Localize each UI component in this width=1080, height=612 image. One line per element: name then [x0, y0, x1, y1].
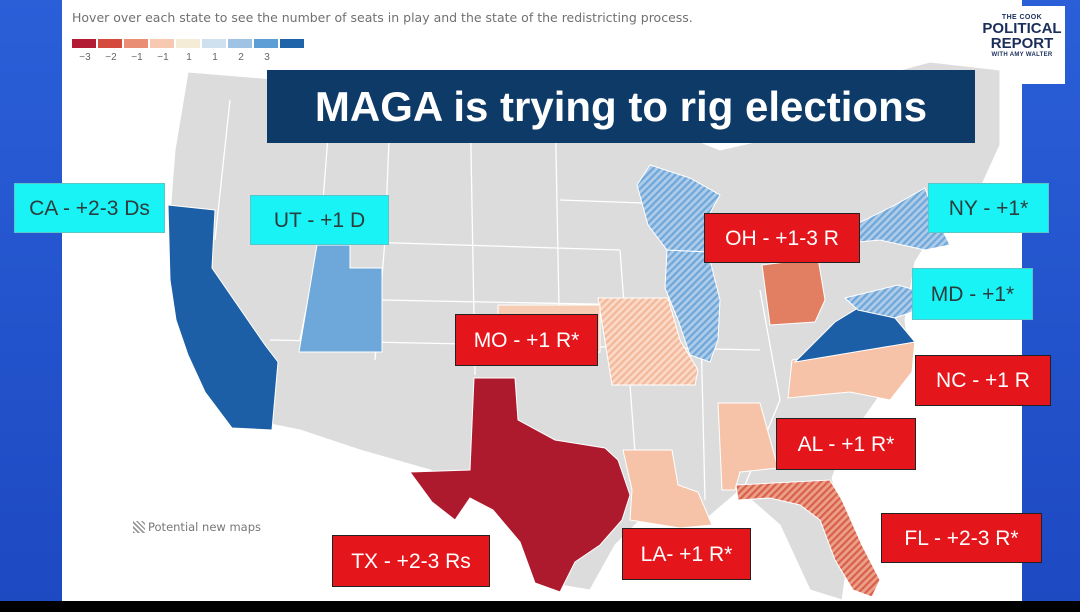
state-california — [167, 204, 279, 431]
logo-line: REPORT — [990, 35, 1054, 52]
state-louisiana — [622, 449, 713, 529]
legend-tick: 2 — [238, 52, 244, 63]
hover-instruction: Hover over each state to see the number … — [72, 10, 693, 25]
legend-swatch — [280, 39, 304, 48]
legend-swatch — [254, 39, 278, 48]
legend-tick: −2 — [105, 52, 117, 63]
potential-maps-legend: Potential new maps — [133, 520, 261, 534]
label-california: CA - +2-3 Ds — [14, 183, 165, 233]
legend-tick: 3 — [264, 52, 270, 63]
legend-tick: −3 — [79, 52, 91, 63]
logo-line: THE COOK — [1001, 14, 1043, 21]
slide-title: MAGA is trying to rig elections — [267, 70, 975, 143]
state-missouri — [597, 297, 699, 386]
state-utah — [298, 244, 383, 353]
legend-swatch — [72, 39, 96, 48]
slide-left-border — [0, 0, 62, 612]
state-ohio — [761, 257, 826, 326]
state-illinois — [664, 249, 721, 363]
state-alabama — [717, 402, 779, 491]
bottom-bar — [0, 601, 1080, 612]
label-alabama: AL - +1 R* — [776, 418, 916, 470]
label-missouri: MO - +1 R* — [455, 314, 598, 366]
label-north-carolina: NC - +1 R — [915, 355, 1051, 406]
legend-tick-labels: −3 −2 −1 −1 1 1 2 3 — [72, 52, 280, 63]
label-florida: FL - +2-3 R* — [881, 513, 1042, 563]
state-north-carolina — [787, 339, 916, 401]
hatch-pattern-icon — [133, 521, 145, 533]
logo-line: POLITICAL — [982, 20, 1062, 37]
state-new-york — [854, 187, 951, 251]
legend-tick: 1 — [186, 52, 192, 63]
legend-swatch — [176, 39, 200, 48]
legend-tick: −1 — [157, 52, 169, 63]
label-maryland: MD - +1* — [912, 268, 1033, 320]
legend-swatch — [124, 39, 148, 48]
legend-tick: 1 — [212, 52, 218, 63]
logo-line: WITH AMY WALTER — [991, 52, 1053, 58]
potential-maps-label: Potential new maps — [148, 520, 262, 534]
label-louisiana: LA- +1 R* — [622, 528, 751, 580]
legend-swatch — [150, 39, 174, 48]
state-texas — [409, 377, 631, 593]
legend-swatch — [98, 39, 122, 48]
label-utah: UT - +1 D — [250, 195, 389, 245]
legend-swatch — [202, 39, 226, 48]
cook-political-report-logo: THE COOK POLITICAL REPORT WITH AMY WALTE… — [979, 6, 1065, 84]
label-ohio: OH - +1-3 R — [704, 213, 860, 263]
state-florida — [735, 479, 881, 598]
legend-swatch — [228, 39, 252, 48]
color-legend — [72, 39, 304, 48]
label-texas: TX - +2-3 Rs — [332, 535, 490, 587]
label-new-york: NY - +1* — [928, 183, 1049, 233]
legend-tick: −1 — [131, 52, 143, 63]
